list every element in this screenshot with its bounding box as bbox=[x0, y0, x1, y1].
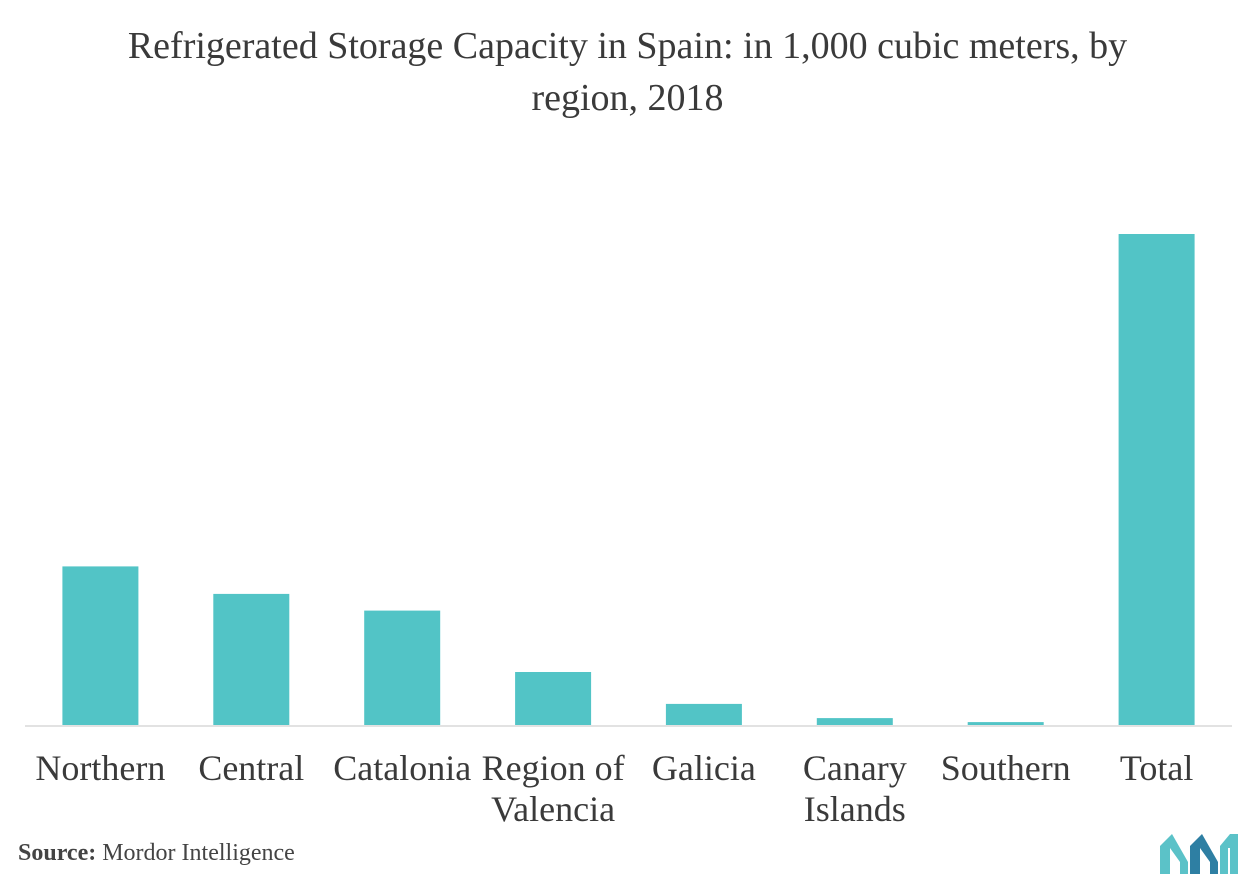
x-tick-label-galicia: Galicia bbox=[652, 748, 756, 788]
bar-catalonia bbox=[364, 610, 441, 725]
bar-region-of-valencia bbox=[515, 672, 592, 725]
mordor-intelligence-logo-icon bbox=[1160, 834, 1238, 874]
bars-layer bbox=[62, 234, 1195, 725]
x-tick-label-canary-islands: Canary Islands bbox=[803, 748, 907, 829]
source-text: Mordor Intelligence bbox=[102, 840, 295, 866]
x-tick-labels: Northern Central Catalonia Region of Valenci… bbox=[35, 748, 1193, 829]
x-tick-label-region-of-valencia: Region of Valencia bbox=[482, 748, 625, 829]
x-tick-label-total: Total bbox=[1120, 748, 1193, 788]
x-tick-label-southern: Southern bbox=[941, 748, 1071, 788]
bar-total bbox=[1118, 234, 1195, 725]
source-label: Source: bbox=[18, 840, 97, 866]
source-note: Source: Mordor Intelligence bbox=[18, 840, 295, 867]
bar-central bbox=[213, 593, 290, 725]
x-tick-label-central: Central bbox=[198, 748, 304, 788]
x-tick-label-northern: Northern bbox=[35, 748, 165, 788]
x-tick-label-catalonia: Catalonia bbox=[333, 748, 471, 788]
bar-southern bbox=[967, 722, 1044, 725]
chart-title: Refrigerated Storage Capacity in Spain: … bbox=[127, 25, 1128, 119]
bar-canary-islands bbox=[816, 718, 893, 725]
bar-galicia bbox=[665, 703, 742, 725]
bar-northern bbox=[62, 566, 139, 725]
